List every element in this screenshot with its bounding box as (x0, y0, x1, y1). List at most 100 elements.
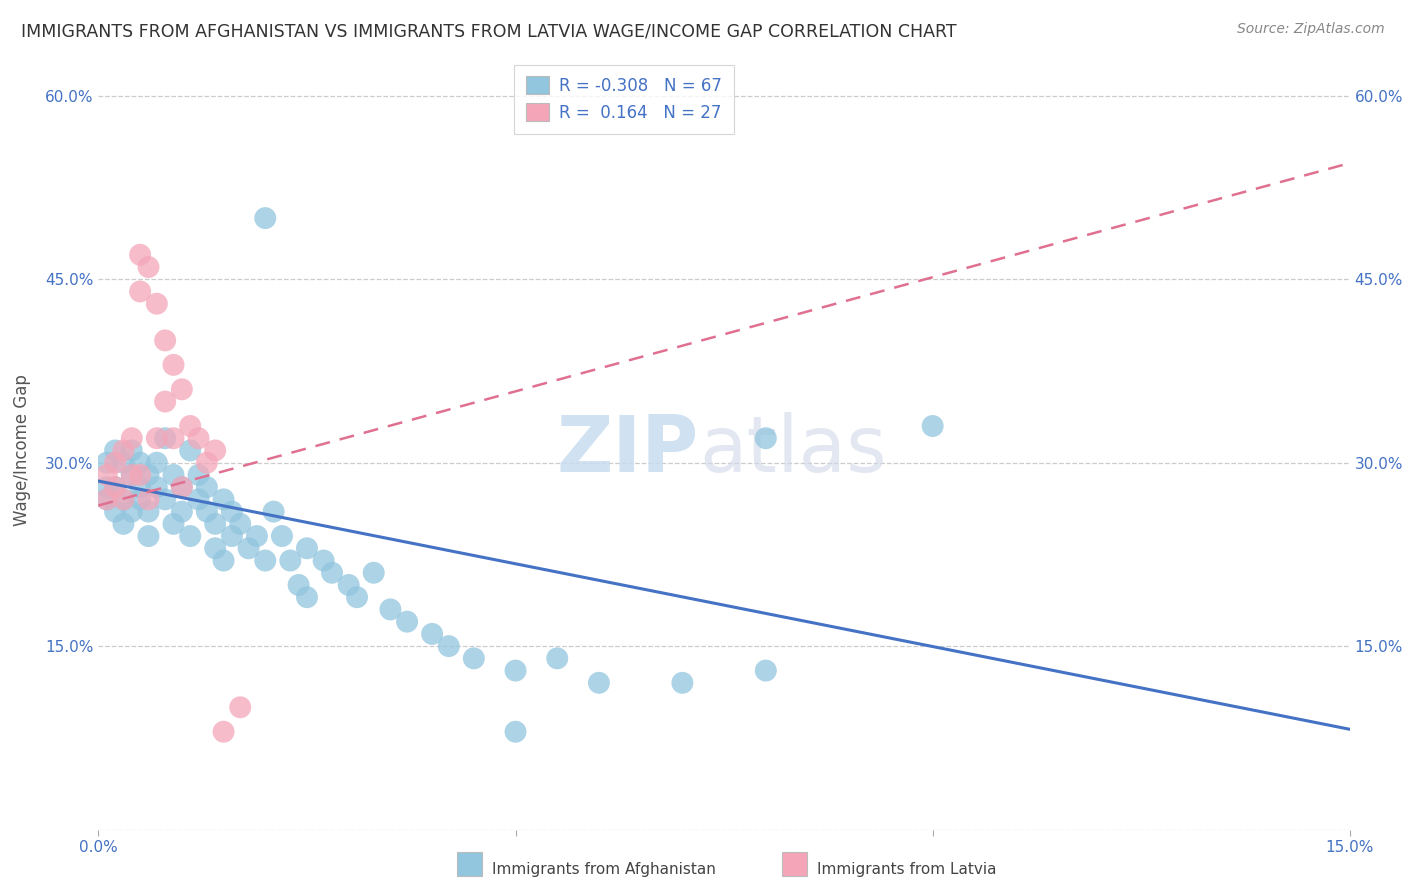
Point (179, 443, 201, 458)
Point (104, 505, 127, 519)
Point (212, 724, 235, 739)
Point (162, 516, 184, 531)
Point (146, 431, 169, 445)
Point (254, 211, 277, 226)
Point (104, 456, 127, 470)
Point (420, 627, 443, 641)
Point (588, 675, 610, 690)
Point (129, 480, 152, 494)
Point (321, 566, 343, 580)
Point (96, 492, 118, 507)
Point (363, 566, 385, 580)
Point (96, 492, 118, 507)
Point (212, 553, 235, 567)
Point (104, 480, 127, 494)
Point (153, 492, 176, 507)
Point (295, 541, 318, 556)
Text: Immigrants from Afghanistan: Immigrants from Afghanistan (492, 863, 716, 877)
Point (162, 467, 184, 482)
Point (187, 467, 209, 482)
Point (755, 664, 778, 678)
Point (229, 516, 252, 531)
Text: Immigrants from Latvia: Immigrants from Latvia (817, 863, 997, 877)
Point (187, 431, 209, 445)
Point (162, 431, 184, 445)
Point (162, 358, 184, 372)
Point (204, 516, 226, 531)
Point (104, 480, 127, 494)
Point (138, 260, 160, 274)
Point (153, 431, 176, 445)
Point (121, 443, 143, 458)
Point (121, 431, 143, 445)
Point (287, 578, 309, 592)
Point (138, 467, 160, 482)
Point (254, 553, 277, 567)
Point (121, 467, 143, 482)
Point (96, 480, 118, 494)
Point (153, 394, 176, 409)
Point (195, 456, 218, 470)
Point (179, 419, 201, 434)
Point (346, 591, 368, 605)
Point (129, 467, 152, 482)
Text: Source: ZipAtlas.com: Source: ZipAtlas.com (1237, 22, 1385, 37)
Point (229, 700, 252, 714)
Point (112, 492, 135, 507)
Point (195, 480, 218, 494)
Text: ZIP: ZIP (557, 412, 699, 489)
Point (179, 529, 201, 543)
Point (112, 516, 135, 531)
Point (295, 591, 318, 605)
Point (204, 443, 226, 458)
Point (463, 651, 485, 665)
Point (396, 615, 419, 629)
Point (204, 541, 226, 556)
Point (337, 578, 360, 592)
Point (170, 480, 193, 494)
Point (505, 724, 527, 739)
Point (146, 456, 169, 470)
Point (96, 456, 118, 470)
Point (121, 505, 143, 519)
Point (221, 505, 243, 519)
Point (104, 443, 127, 458)
Point (238, 541, 260, 556)
Point (170, 480, 193, 494)
Point (195, 505, 218, 519)
Point (129, 456, 152, 470)
Point (146, 480, 169, 494)
Point (921, 419, 943, 434)
Y-axis label: Wage/Income Gap: Wage/Income Gap (13, 375, 31, 526)
Point (138, 492, 160, 507)
Point (170, 505, 193, 519)
Point (138, 505, 160, 519)
Point (112, 456, 135, 470)
Point (755, 431, 778, 445)
Legend: R = -0.308   N = 67, R =  0.164   N = 27: R = -0.308 N = 67, R = 0.164 N = 27 (515, 64, 734, 134)
Point (146, 296, 169, 310)
Text: atlas: atlas (699, 412, 887, 489)
Point (129, 492, 152, 507)
Point (246, 529, 269, 543)
Point (221, 529, 243, 543)
Text: IMMIGRANTS FROM AFGHANISTAN VS IMMIGRANTS FROM LATVIA WAGE/INCOME GAP CORRELATIO: IMMIGRANTS FROM AFGHANISTAN VS IMMIGRANT… (21, 22, 956, 40)
Point (505, 664, 527, 678)
Point (129, 285, 152, 299)
Point (312, 553, 335, 567)
Point (170, 382, 193, 396)
Point (153, 334, 176, 348)
Point (263, 505, 285, 519)
Point (278, 553, 301, 567)
Point (271, 529, 294, 543)
Point (187, 492, 209, 507)
Point (671, 675, 693, 690)
Point (212, 492, 235, 507)
Point (437, 639, 460, 653)
Point (546, 651, 568, 665)
Point (96, 467, 118, 482)
Point (112, 443, 135, 458)
Point (129, 248, 152, 262)
Point (121, 467, 143, 482)
Point (138, 529, 160, 543)
